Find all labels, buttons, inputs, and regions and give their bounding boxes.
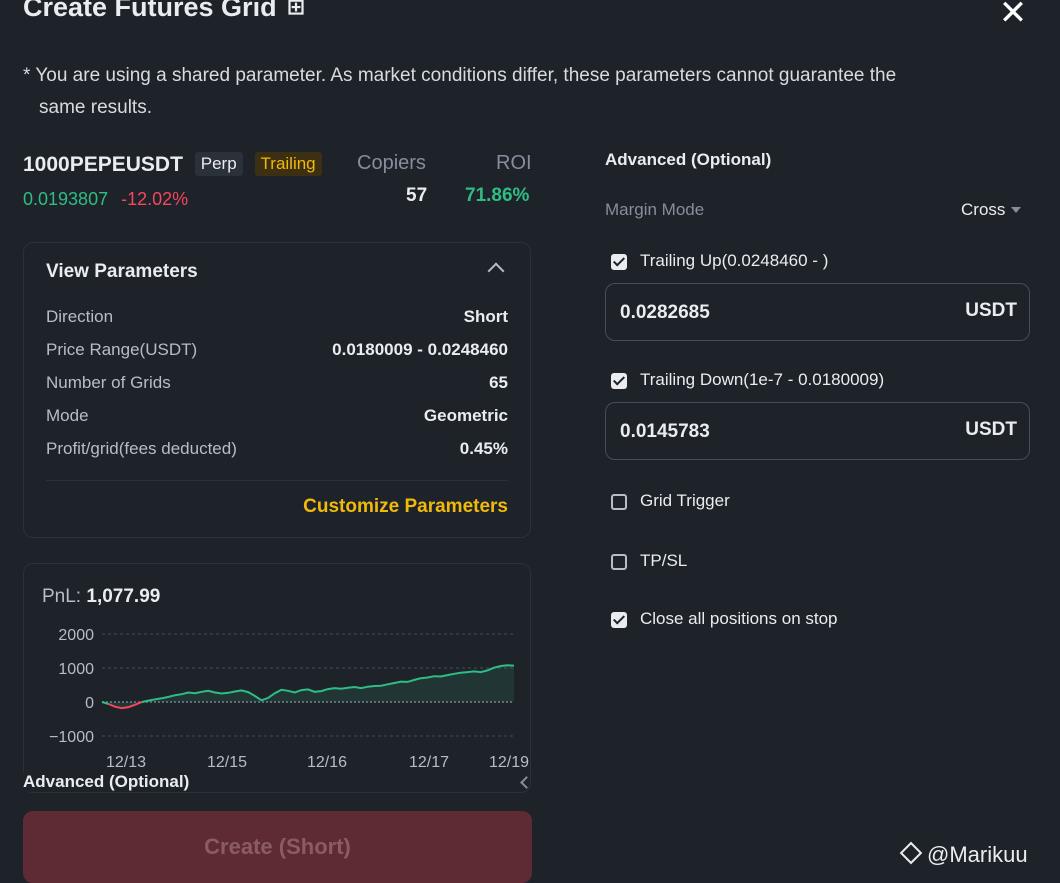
param-label: Profit/grid(fees deducted) (46, 439, 237, 458)
advanced-toggle-label[interactable]: Advanced (Optional) (23, 772, 194, 792)
pnl-area (102, 665, 514, 709)
pnl-line (108, 701, 143, 710)
y-tick-label: 1000 (58, 661, 94, 678)
x-tick-label: 12/19 (489, 754, 529, 771)
binance-square-icon (899, 841, 923, 865)
param-value: 65 (489, 373, 508, 392)
param-value: Geometric (423, 406, 508, 425)
trailing-up-label: Trailing Up(0.0248460 - ) (640, 251, 829, 270)
advanced-title: Advanced (Optional) (605, 150, 772, 169)
close-all-label: Close all positions on stop (640, 609, 838, 628)
param-value: 0.45% (459, 439, 508, 458)
divider (46, 480, 508, 481)
grid-trigger-checkbox[interactable] (611, 494, 627, 510)
param-label: Price Range(USDT) (46, 340, 198, 359)
y-tick-label: 0 (85, 695, 94, 712)
y-tick-label: 2000 (58, 627, 94, 644)
trailing-up-input[interactable] (618, 284, 922, 342)
price-change: -12.02% (121, 189, 189, 209)
pnl-line (141, 664, 515, 703)
pnl-value: 1,077.99 (86, 586, 161, 607)
param-row-profit-grid: Profit/grid(fees deducted) 0.45% (46, 439, 508, 461)
param-row-grids: Number of Grids 65 (46, 373, 508, 395)
last-price: 0.0193807 (23, 189, 109, 209)
pnl-summary: PnL: 1,077.99 (42, 586, 160, 608)
trailing-down-label: Trailing Down(1e-7 - 0.0180009) (640, 370, 885, 389)
param-value: 0.0180009 - 0.0248460 (332, 340, 508, 359)
shared-parameter-notice: * You are using a shared parameter. As m… (23, 60, 1023, 124)
trailing-down-unit: USDT (965, 419, 1017, 440)
param-row-direction: Direction Short (46, 307, 508, 329)
dialog-title-text: Create Futures Grid (23, 0, 277, 22)
param-value: Short (463, 307, 508, 326)
param-row-price-range: Price Range(USDT) 0.0180009 - 0.0248460 (46, 340, 508, 362)
pnl-chart: 2000 1000 0 −1000 12/13 12/15 12/16 12/17 12/19 (49, 627, 529, 771)
pnl-chart-card: 2000 1000 0 −1000 12/13 12/15 12/16 12/17 12/19 … (23, 563, 531, 793)
share-icon[interactable]: ⊞ (286, 0, 305, 19)
param-label: Number of Grids (46, 373, 171, 392)
create-short-button[interactable]: Create (Short) (23, 811, 532, 883)
x-tick-label: 12/16 (307, 754, 347, 771)
trailing-down-checkbox[interactable] (611, 373, 627, 389)
notice-line-2: same results. (39, 97, 152, 118)
param-label: Mode (46, 406, 89, 425)
margin-mode-label: Margin Mode (605, 200, 705, 219)
pnl-label: PnL: (42, 586, 82, 607)
param-label: Direction (46, 307, 114, 326)
trailing-up-field: USDT (605, 283, 1030, 342)
parameters-title: View Parameters (46, 261, 198, 282)
copiers-label: Copiers (357, 152, 426, 174)
margin-mode-value: Cross (961, 200, 1006, 219)
x-tick-label: 12/15 (207, 754, 247, 771)
copiers-value: 57 (406, 185, 428, 206)
watermark: @Marikuu (899, 841, 1028, 868)
trailing-down-field: USDT (605, 402, 1030, 461)
watermark-text: @Marikuu (927, 842, 1028, 867)
symbol-name: 1000PEPEUSDT (23, 153, 183, 176)
caret-down-icon (1011, 207, 1022, 213)
parameters-card: View Parameters Direction Short Price Ra… (23, 242, 531, 538)
param-row-mode: Mode Geometric (46, 406, 508, 428)
dialog-title: Create Futures Grid ⊞ (23, 0, 305, 23)
trailing-down-input[interactable] (618, 403, 922, 461)
pnl-line (101, 701, 109, 705)
margin-mode-select[interactable]: Cross (961, 200, 1022, 220)
trailing-up-checkbox[interactable] (611, 254, 627, 270)
customize-parameters-link[interactable]: Customize Parameters (303, 496, 508, 517)
tpsl-checkbox[interactable] (611, 554, 627, 570)
symbol-header: 1000PEPEUSDT Perp Trailing (23, 152, 322, 177)
x-tick-label: 12/13 (106, 754, 146, 771)
close-all-checkbox[interactable] (611, 612, 627, 628)
trailing-up-unit: USDT (965, 300, 1017, 321)
grid-trigger-label: Grid Trigger (640, 491, 730, 510)
close-icon[interactable]: ✕ (998, 0, 1028, 32)
trailing-badge: Trailing (254, 152, 322, 176)
x-tick-label: 12/17 (409, 754, 449, 771)
roi-label: ROI (496, 152, 532, 174)
y-tick-label: −1000 (49, 729, 94, 746)
perp-badge: Perp (194, 152, 243, 176)
tpsl-label: TP/SL (640, 551, 688, 570)
chevron-up-icon[interactable] (487, 262, 505, 280)
roi-value: 71.86% (465, 185, 530, 206)
notice-line-1: * You are using a shared parameter. As m… (23, 65, 897, 86)
price-line: 0.0193807 -12.02% (23, 189, 188, 210)
